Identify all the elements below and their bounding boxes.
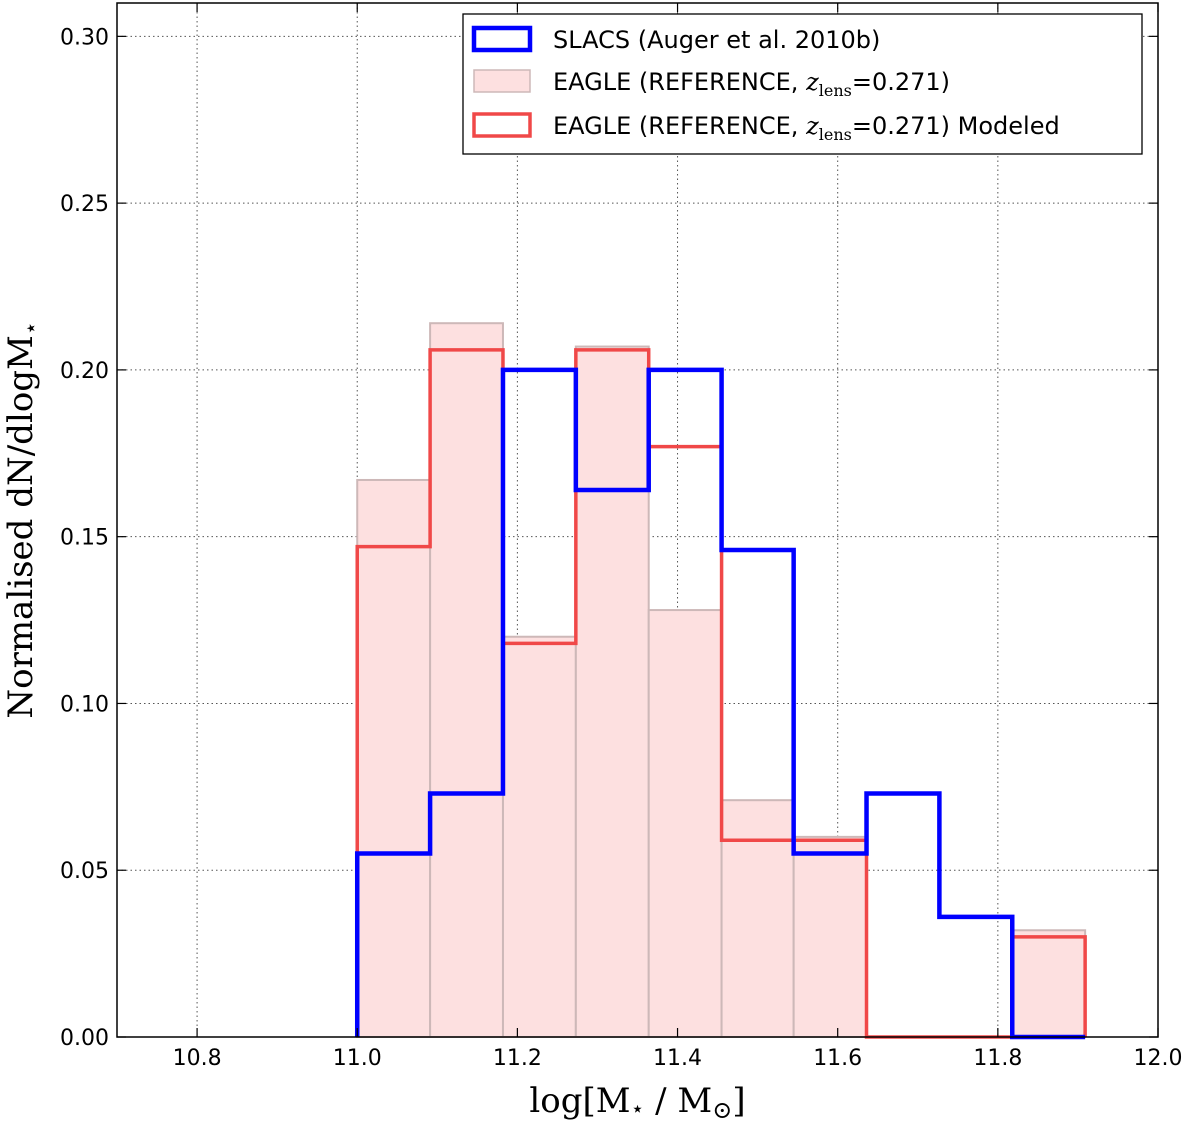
y-tick-label: 0.25 xyxy=(60,192,109,217)
eagle-bar xyxy=(1011,929,1087,1039)
legend-swatch-eagle-modeled xyxy=(472,112,532,138)
eagle-bar xyxy=(720,799,795,1039)
plot-frame xyxy=(116,2,1159,1038)
y-tick-label: 0.15 xyxy=(60,526,109,551)
y-axis-label: Normalised dN/dlogM⋆ xyxy=(1,321,44,718)
eagle-bar xyxy=(429,322,504,1038)
x-tick-label: 12.0 xyxy=(1134,1046,1183,1071)
legend-entry-eagle: EAGLE (REFERENCE, zlens=0.271) xyxy=(553,68,950,100)
legend-entry-eagle-modeled: EAGLE (REFERENCE, zlens=0.271) Modeled xyxy=(553,112,1060,144)
legend-entry-slacs: SLACS (Auger et al. 2010b) xyxy=(553,26,880,54)
eagle-bar xyxy=(574,345,650,1039)
axis-ticks: 10.8 11.0 11.2 11.4 11.6 11.8 12.0 0.00 0.05 0.10… xyxy=(60,3,1182,1071)
eagle-bar xyxy=(356,478,432,1038)
eagle-bar xyxy=(647,609,723,1038)
y-tick-label: 0.10 xyxy=(60,692,109,717)
x-tick-label: 11.0 xyxy=(333,1046,382,1071)
slacs-step-line xyxy=(354,367,1086,1040)
x-tick-label: 11.2 xyxy=(493,1046,542,1071)
eagle-bar xyxy=(792,835,868,1038)
legend-swatch-slacs xyxy=(471,25,533,53)
legend-swatch-eagle xyxy=(473,69,531,93)
y-tick-label: 0.20 xyxy=(60,359,109,384)
x-tick-label: 10.8 xyxy=(173,1046,222,1071)
grid-lines xyxy=(117,3,1158,1037)
eagle-bar xyxy=(501,635,577,1038)
x-tick-label: 11.4 xyxy=(653,1046,702,1071)
x-tick-label: 11.8 xyxy=(973,1046,1022,1071)
legend: SLACS (Auger et al. 2010b) EAGLE (REFERE… xyxy=(462,13,1143,155)
y-tick-label: 0.00 xyxy=(60,1026,109,1051)
y-tick-label: 0.30 xyxy=(60,25,109,50)
legend-box xyxy=(462,13,1143,155)
y-tick-label: 0.05 xyxy=(60,859,109,884)
x-axis-label: log[M⋆ / M⊙] xyxy=(529,1081,745,1122)
x-tick-label: 11.6 xyxy=(813,1046,862,1071)
